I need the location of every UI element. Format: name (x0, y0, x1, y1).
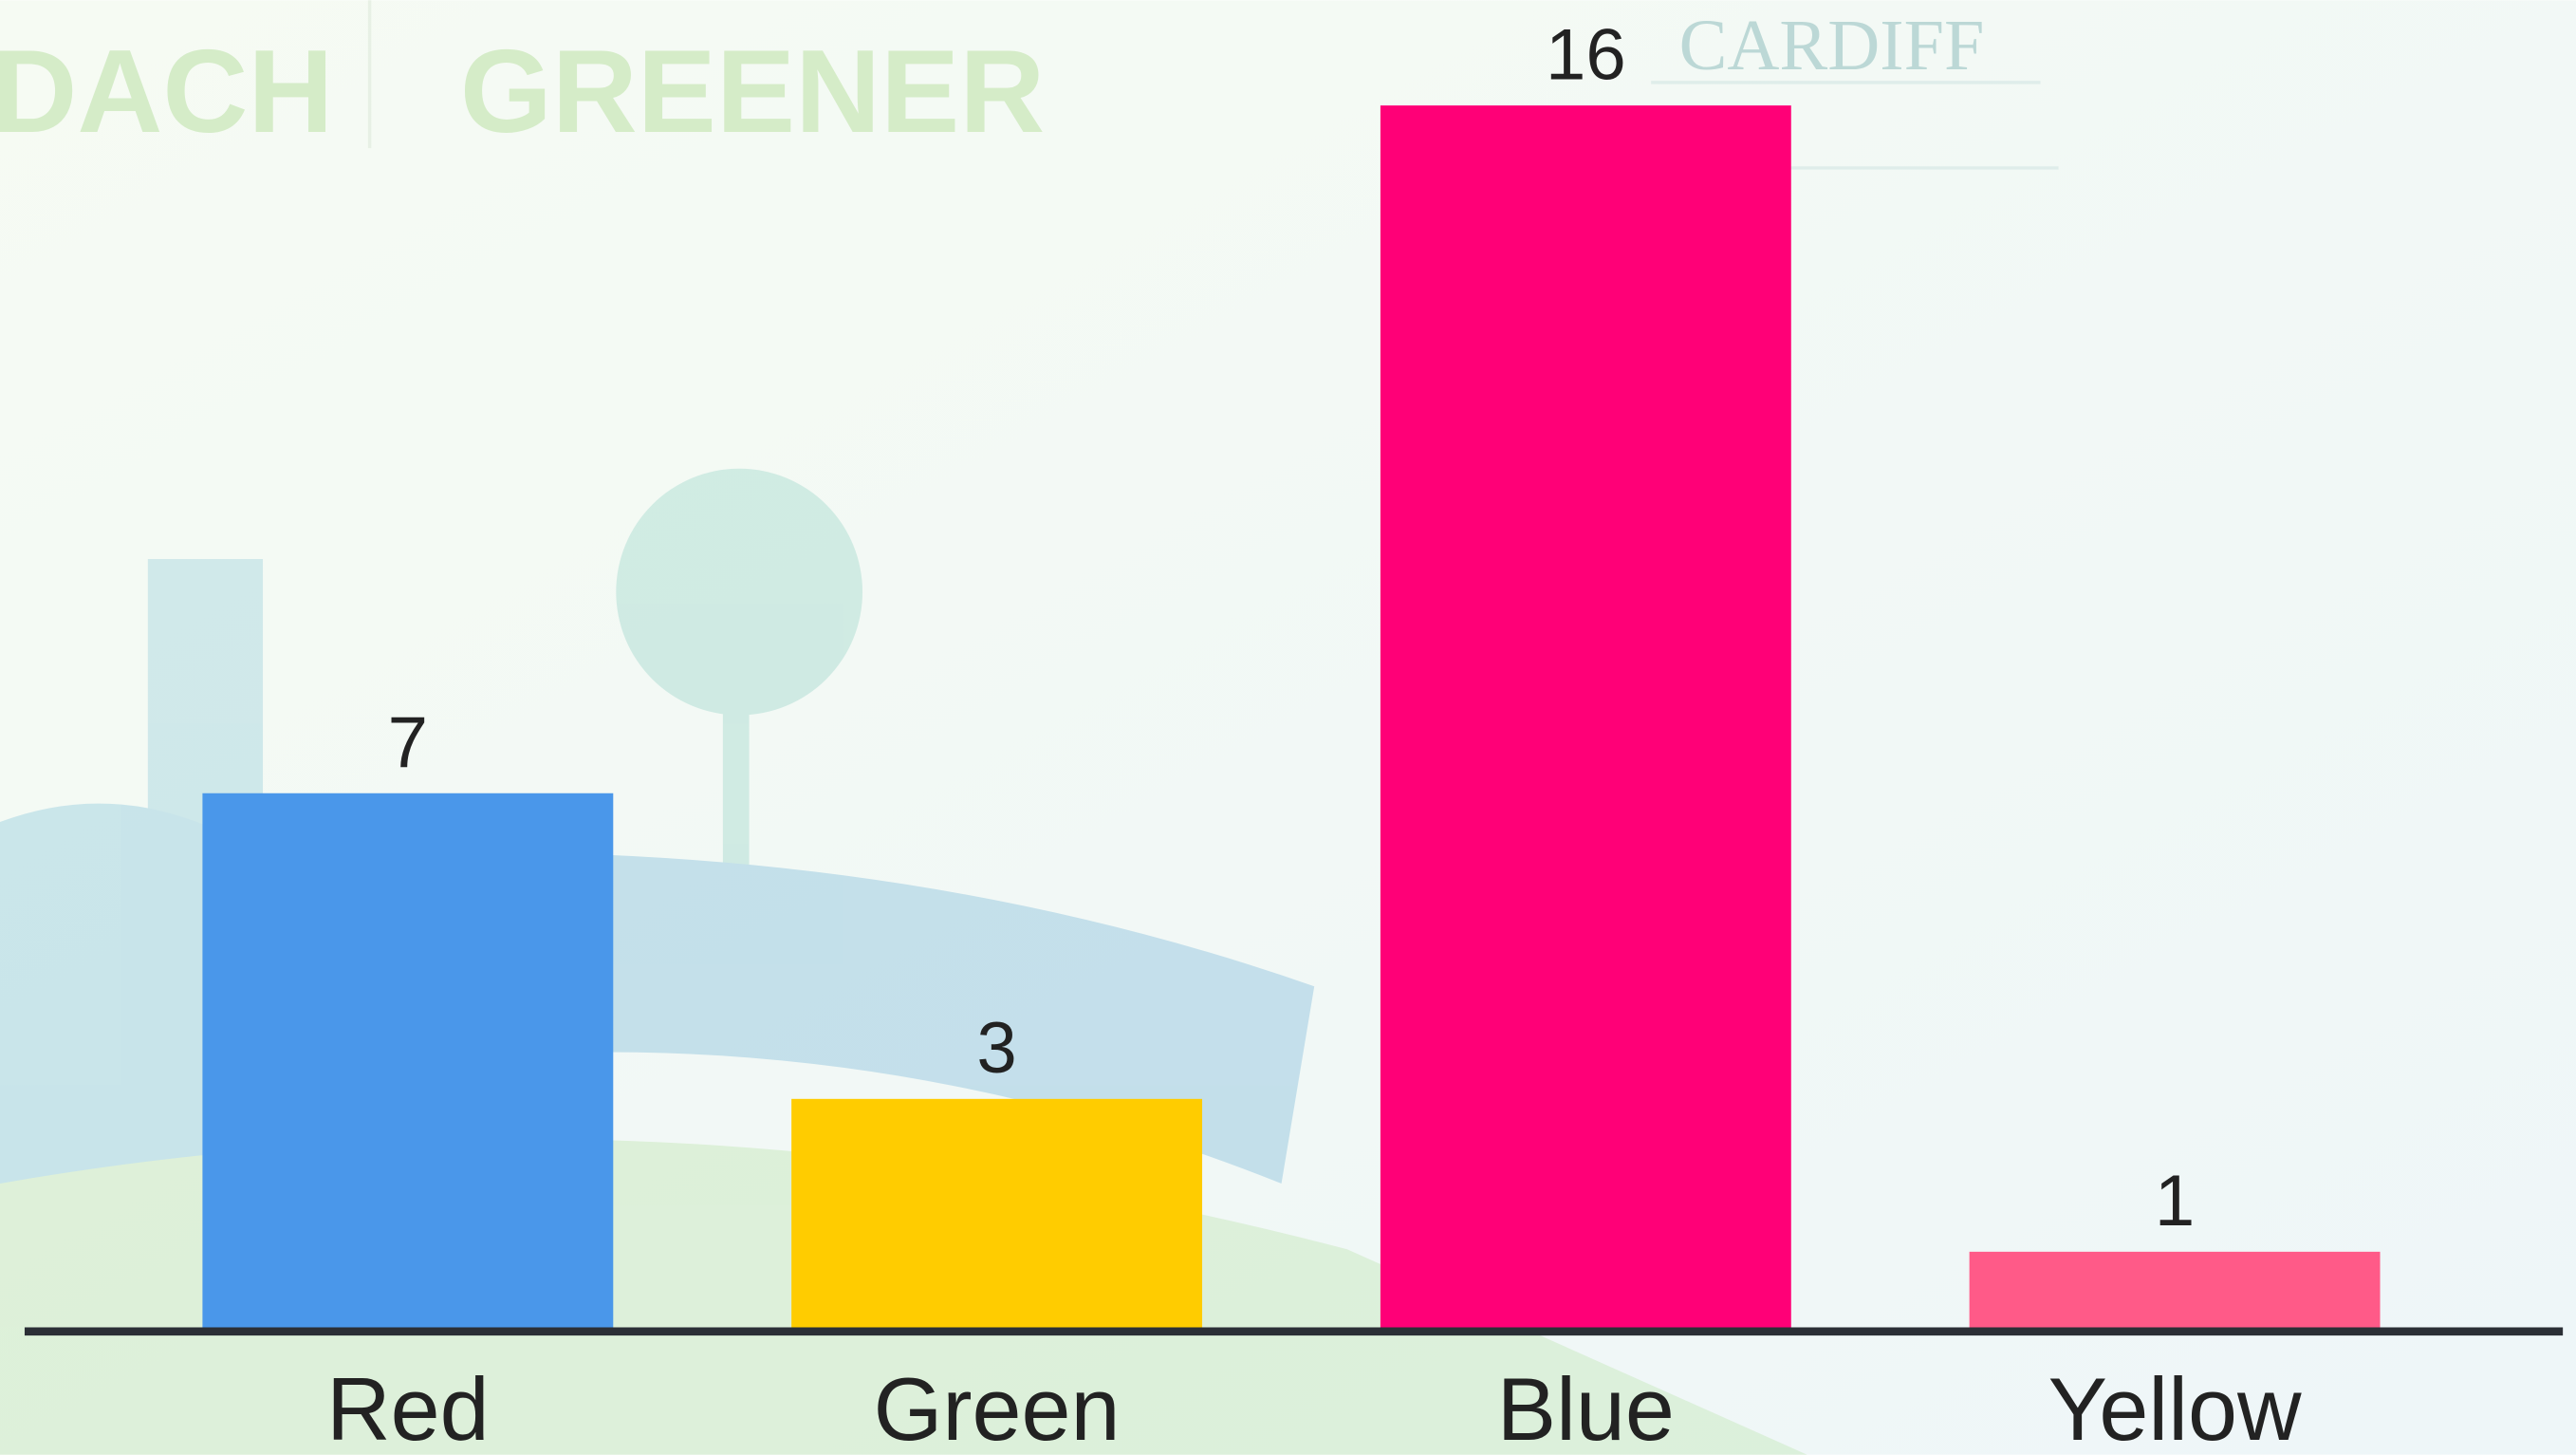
data-label: 1 (2155, 1161, 2195, 1241)
watermark-text: DACH (0, 26, 333, 158)
watermark-text: GREENER (460, 26, 1045, 158)
bar (1970, 1252, 2381, 1329)
watermark-text: CARDIFF (1679, 6, 1985, 85)
bar (202, 793, 613, 1329)
bar (1381, 105, 1791, 1328)
x-tick-label: Green (874, 1359, 1121, 1455)
x-tick-label: Yellow (2048, 1359, 2302, 1455)
page: {"chart_data": {"type": "bar", "categori… (0, 0, 2576, 1455)
data-label: 7 (388, 702, 428, 783)
data-label: 16 (1546, 14, 1626, 95)
x-tick-label: Blue (1497, 1359, 1675, 1455)
chart: DACH GREENER CARDIFF 7 Red 3 Green 16 Blue 1 Ye… (0, 0, 2576, 1455)
data-label: 3 (976, 1008, 1016, 1089)
bar (791, 1099, 1202, 1329)
x-tick-label: Red (326, 1359, 490, 1455)
